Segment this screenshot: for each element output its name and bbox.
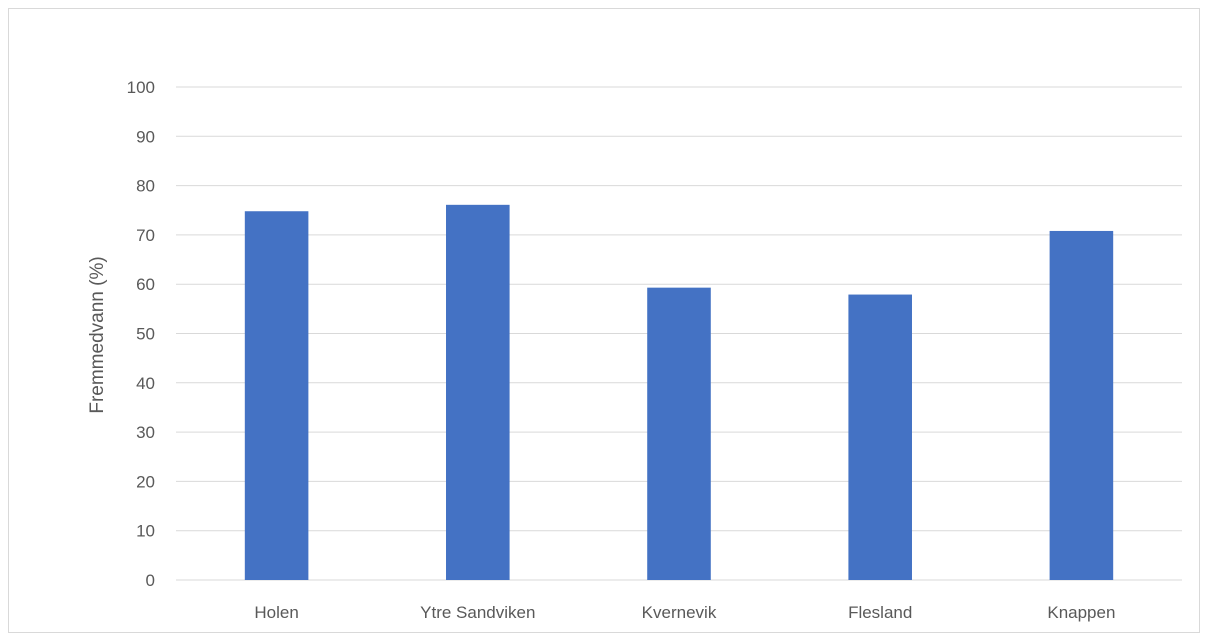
- y-tick-label: 90: [136, 127, 155, 146]
- chart-frame: [8, 8, 1200, 633]
- x-tick-label: Flesland: [848, 603, 912, 622]
- y-tick-label: 40: [136, 374, 155, 393]
- x-tick-label: Ytre Sandviken: [420, 603, 535, 622]
- y-tick-label: 80: [136, 177, 155, 196]
- y-tick-label: 10: [136, 522, 155, 541]
- bar-kvernevik: [647, 287, 711, 580]
- y-tick-label: 50: [136, 325, 155, 344]
- x-tick-label: Knappen: [1047, 603, 1115, 622]
- x-tick-label: Kvernevik: [642, 603, 717, 622]
- y-tick-label: 70: [136, 226, 155, 245]
- y-axis-title: Fremmedvann (%): [87, 256, 108, 413]
- bar-ytre-sandviken: [446, 204, 510, 580]
- y-tick-label: 20: [136, 472, 155, 491]
- x-axis-ticks: Holen Ytre Sandviken Kvernevik Flesland Knap…: [254, 603, 1115, 622]
- bars: [244, 204, 1114, 580]
- y-tick-label: 30: [136, 423, 155, 442]
- x-tick-label: Holen: [254, 603, 298, 622]
- gridlines: [176, 86, 1182, 581]
- bar-holen: [244, 211, 309, 580]
- y-axis-ticks: 0 10 20 30 40 50 60 70 80 90 100: [127, 78, 155, 590]
- bar-flesland: [848, 294, 912, 580]
- y-tick-label: 60: [136, 275, 155, 294]
- y-tick-label: 0: [146, 571, 155, 590]
- bar-knappen: [1049, 230, 1114, 580]
- y-tick-label: 100: [127, 78, 155, 97]
